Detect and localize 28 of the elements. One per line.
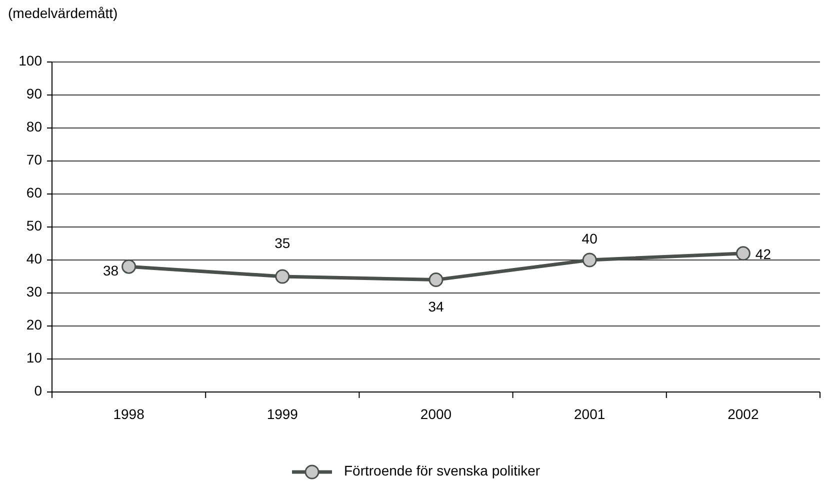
point xyxy=(582,252,597,268)
y-tick-label: 30 xyxy=(26,284,42,300)
y-tick-label: 70 xyxy=(26,152,42,168)
data-label: 38 xyxy=(103,262,119,278)
data-label: 40 xyxy=(582,230,598,247)
data-label: 34 xyxy=(428,298,444,315)
x-tick-label: 2002 xyxy=(728,406,759,422)
legend-label: Förtroende för svenska politiker xyxy=(344,462,540,479)
y-tick-label: 40 xyxy=(26,250,42,267)
y-tick-label: 20 xyxy=(26,316,42,333)
point xyxy=(428,272,444,288)
y-tick-label: 100 xyxy=(18,52,42,69)
data-label: 42 xyxy=(755,246,772,262)
x-tick-label: 1998 xyxy=(113,406,145,422)
y-tick-label: 0 xyxy=(34,382,42,399)
x-tick-label: 1999 xyxy=(266,406,298,422)
point xyxy=(275,269,290,284)
y-tick-label: 50 xyxy=(26,218,42,234)
y-tick-label: 10 xyxy=(26,350,42,366)
point xyxy=(736,246,750,261)
y-tick-label: 60 xyxy=(26,184,42,201)
data-label: 35 xyxy=(274,235,290,252)
y-tick-label: 80 xyxy=(26,118,42,135)
y-axis-title: (medelvärdemått) xyxy=(8,5,118,21)
x-tick-label: 2000 xyxy=(420,406,452,422)
point xyxy=(122,259,136,274)
x-tick-label: 2001 xyxy=(574,406,606,422)
y-tick-label: 90 xyxy=(26,86,42,102)
